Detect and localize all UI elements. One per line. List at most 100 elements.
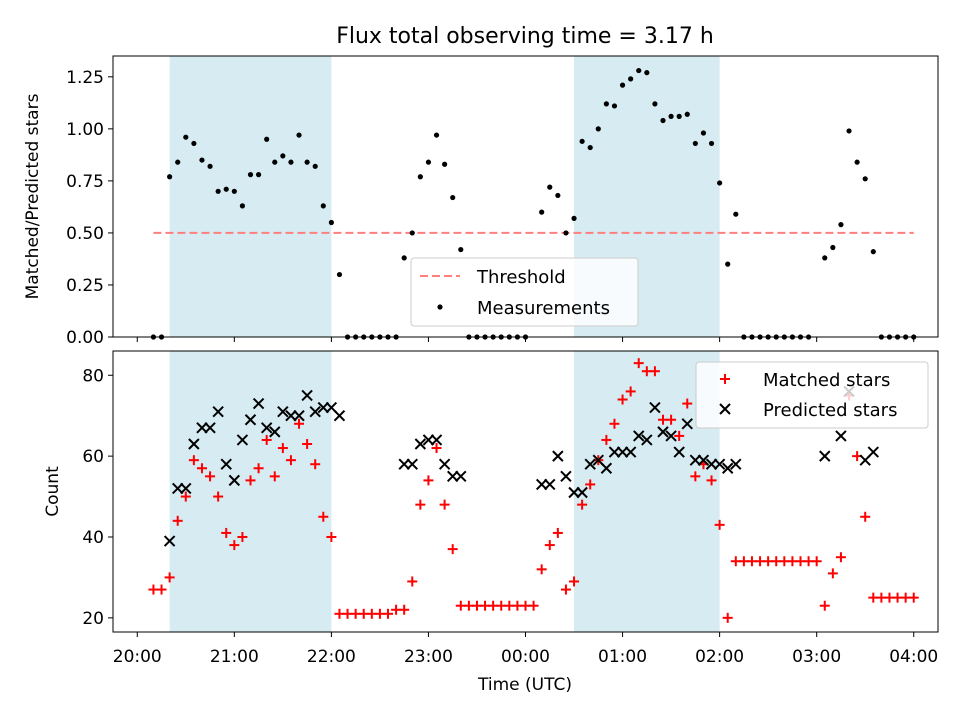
predicted-star-point <box>576 486 588 499</box>
predicted-star-point <box>681 418 693 430</box>
x-tick-label: 20:00 <box>113 647 162 667</box>
predicted-star-point <box>333 409 346 422</box>
matched-star-point <box>544 540 555 551</box>
matched-star-point <box>253 463 264 474</box>
matched-star-point <box>229 540 240 551</box>
top-shaded-span <box>169 56 332 337</box>
matched-star-point <box>601 434 612 445</box>
matched-star-point <box>188 455 199 466</box>
matched-star-point <box>447 544 458 555</box>
predicted-star-point <box>713 458 726 470</box>
legend-x-marker <box>719 403 731 415</box>
measurement-point <box>563 230 569 236</box>
top-y-tick-label: 0.50 <box>66 224 104 244</box>
predicted-star-point <box>673 446 685 458</box>
matched-star-point <box>674 430 685 441</box>
measurement-point <box>717 180 723 186</box>
measurement-point <box>595 126 601 132</box>
measurement-point <box>183 134 189 140</box>
top-y-tick-label: 0.00 <box>66 328 104 348</box>
measurement-point <box>587 144 593 151</box>
legend-matched-swatch <box>720 374 730 384</box>
measurement-point <box>684 111 690 117</box>
predicted-star-point <box>430 434 443 446</box>
measurement-point <box>644 70 650 76</box>
measurement-point <box>191 140 197 147</box>
predicted-star-point <box>455 470 467 483</box>
legend-predicted-label: Predicted stars <box>763 400 897 421</box>
predicted-star-point <box>406 458 418 470</box>
measurement-point <box>312 163 318 169</box>
predicted-star-point <box>616 446 629 458</box>
top-legend: Threshold Measurements <box>410 257 639 327</box>
measurement-point <box>539 209 545 215</box>
matched-star-point <box>285 455 296 466</box>
predicted-star-point <box>309 405 321 418</box>
measurement-point <box>555 192 561 199</box>
measurement-point <box>272 159 278 165</box>
matched-star-point <box>237 531 248 542</box>
predicted-star-point <box>260 422 273 434</box>
predicted-star-point <box>544 478 556 491</box>
matched-star-point <box>196 463 207 474</box>
measurement-point <box>692 140 698 147</box>
measurement-point <box>425 159 432 165</box>
matched-star-point <box>318 511 329 522</box>
measurement-point <box>830 244 836 251</box>
predicted-star-point <box>835 430 847 442</box>
bottom-shaded-span <box>169 351 332 632</box>
matched-star-point <box>277 443 288 454</box>
measurement-point <box>668 113 674 119</box>
predicted-star-point <box>196 422 208 434</box>
matched-star-point <box>569 576 580 587</box>
x-tick-label: 02:00 <box>695 647 744 667</box>
predicted-star-point <box>535 478 548 491</box>
bottom-y-tick-label: 40 <box>82 528 104 548</box>
measurement-point <box>328 219 334 226</box>
predicted-star-point <box>171 482 184 495</box>
measurement-point <box>255 172 262 178</box>
top-y-tick-label: 1.00 <box>66 120 104 140</box>
measurement-point <box>579 138 585 144</box>
measurement-point <box>571 215 577 221</box>
chart-title: Flux total observing time = 3.17 h <box>336 24 714 49</box>
predicted-star-point <box>633 430 645 442</box>
measurement-point <box>175 159 181 165</box>
measurement-point <box>619 82 626 88</box>
predicted-star-point <box>252 397 265 410</box>
predicted-star-point <box>317 401 330 414</box>
measurement-point <box>676 113 682 119</box>
bottom-shaded-span <box>574 351 720 632</box>
matched-star-point <box>819 600 830 611</box>
measurement-point <box>288 159 294 165</box>
predicted-star-point <box>188 438 200 450</box>
matched-star-point <box>431 443 442 454</box>
measurement-point <box>862 176 868 182</box>
measurement-point <box>207 163 213 169</box>
matched-star-point <box>221 527 232 538</box>
measurement-point <box>280 153 286 159</box>
measurement-point <box>870 249 876 255</box>
bottom-y-tick-label: 20 <box>82 609 104 629</box>
measurement-point <box>167 174 173 180</box>
legend-measurements-swatch <box>437 304 443 310</box>
predicted-star-point <box>560 470 572 483</box>
bottom-y-tick-label: 80 <box>82 366 104 386</box>
measurement-point <box>660 117 666 124</box>
predicted-star-point <box>220 458 232 470</box>
top-y-axis-label: Matched/Predicted stars <box>23 93 43 299</box>
top-y-tick-label: 0.75 <box>66 172 104 192</box>
predicted-star-point <box>438 458 451 470</box>
matched-star-point <box>714 519 725 530</box>
top-panel: 0.00 0.25 0.50 0.75 1.00 1.25 Flux total obse… <box>23 24 939 348</box>
legend-plus-marker <box>720 374 730 384</box>
x-tick-label: 04:00 <box>889 647 938 667</box>
matched-star-point <box>205 471 216 482</box>
measurement-point <box>264 136 270 142</box>
matched-star-point <box>706 475 717 486</box>
matched-star-point <box>649 366 660 377</box>
matched-star-point <box>383 608 393 619</box>
matched-star-point <box>261 434 272 445</box>
top-y-tick-label: 0.25 <box>66 276 104 296</box>
